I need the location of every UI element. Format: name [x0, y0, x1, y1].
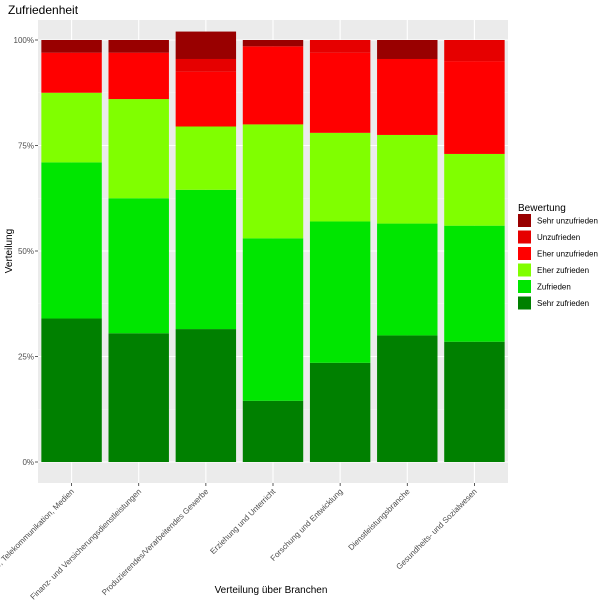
y-tick-label: 0% [22, 458, 34, 467]
bar-segment [444, 153, 505, 226]
y-tick-label: 25% [18, 353, 34, 362]
bars [41, 31, 505, 462]
legend-swatch [518, 214, 531, 227]
bar-segment [242, 400, 304, 462]
legend-label: Eher zufrieden [537, 266, 589, 275]
bar-segment [41, 52, 102, 93]
bar-segment [377, 58, 438, 135]
bar-segment [108, 52, 169, 100]
bar-segment [108, 198, 169, 334]
bar-segment [108, 333, 169, 462]
legend-swatch [518, 280, 531, 293]
bar-segment [41, 92, 102, 163]
legend-swatch [518, 296, 531, 310]
bar-segment [377, 335, 438, 462]
bar-segment [309, 221, 371, 363]
bar-segment [444, 40, 505, 62]
bar-segment [444, 225, 505, 342]
bar-segment [309, 362, 371, 462]
bar-segment [377, 223, 438, 336]
x-tick-label: Forschung und Entwicklung [269, 487, 345, 563]
bar-segment [444, 341, 505, 462]
bar-segment [242, 40, 304, 47]
bar-segment [242, 46, 304, 125]
y-axis-title: Verteilung [4, 229, 15, 273]
legend-label: Sehr zufrieden [537, 299, 589, 308]
x-tick-label: Finanz- und Versicherungsdienstleistunge… [29, 487, 144, 600]
bar-segment [444, 61, 505, 154]
bar-segment [309, 132, 371, 222]
legend-swatch [518, 263, 531, 277]
bar-segment [377, 134, 438, 224]
legend: Bewertung Sehr unzufrieden Unzufrieden Ehe… [518, 203, 598, 310]
bar-segment [41, 318, 102, 462]
bar-segment [175, 71, 237, 127]
y-tick-label: 100% [14, 36, 34, 45]
x-tick-label: Dienstleistungsbranche [347, 487, 413, 553]
bar-segment [41, 162, 102, 319]
bar-segment [377, 40, 438, 59]
legend-label: Unzufrieden [537, 233, 580, 242]
legend-swatch [518, 247, 531, 260]
bar-segment [175, 126, 237, 190]
legend-label: Zufrieden [537, 283, 571, 292]
chart-title: Zufriedenheit [8, 3, 79, 17]
bar-segment [309, 40, 371, 53]
x-axis-title: Verteilung über Branchen [215, 585, 328, 596]
x-tick-label: Erziehung und Unterricht [208, 487, 277, 556]
legend-title: Bewertung [518, 203, 566, 214]
y-tick-label: 75% [18, 142, 34, 151]
bar-segment [175, 329, 237, 462]
legend-label: Eher unzufrieden [537, 250, 598, 259]
y-tick-label: 50% [18, 247, 34, 256]
legend-swatch [518, 230, 531, 244]
y-axis-ticks: 0% 25% 50% 75% 100% [14, 36, 38, 467]
bar-segment [108, 99, 169, 199]
bar-segment [41, 40, 102, 53]
x-tick-label: Produzierendes/Verarbeitendes Gewerbe [100, 487, 211, 598]
x-tick-label: Gesundheits- und Sozialwesen [394, 487, 478, 571]
bar-segment [175, 189, 237, 330]
bar-segment [175, 58, 237, 72]
bar-segment [309, 52, 371, 133]
bar-segment [242, 124, 304, 239]
bar-segment [175, 31, 237, 59]
legend-label: Sehr unzufrieden [537, 217, 598, 226]
bar-segment [242, 238, 304, 401]
bar-segment [108, 40, 169, 53]
